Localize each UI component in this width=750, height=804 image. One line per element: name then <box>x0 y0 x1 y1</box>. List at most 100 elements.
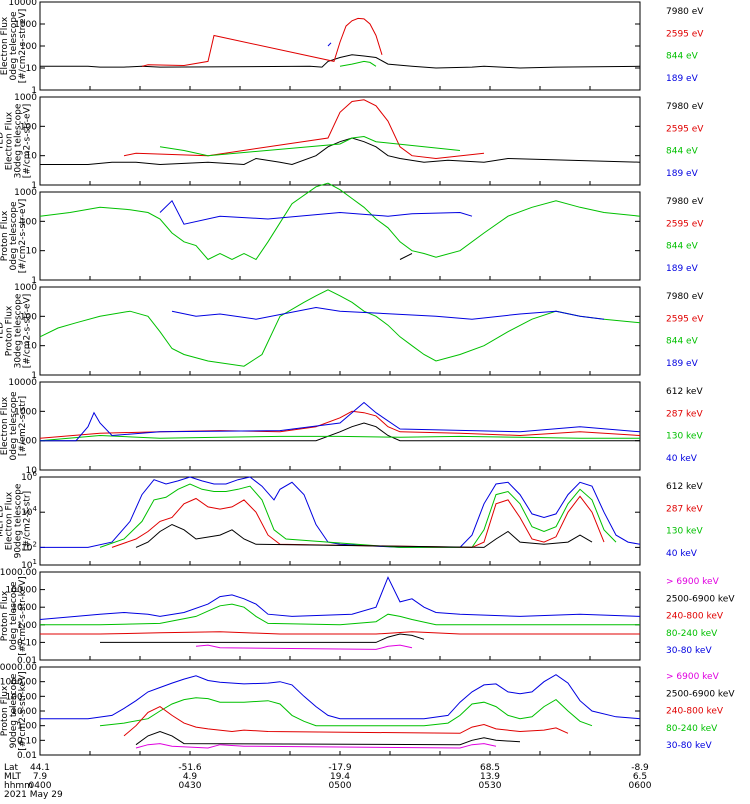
legend-entry: 612 keV <box>666 387 703 397</box>
series-line <box>339 60 377 67</box>
y-tick-label: 1000 <box>14 93 37 103</box>
series-line <box>40 603 640 626</box>
y-tick-label: 0.10 <box>17 736 37 746</box>
y-axis-label: Electron Flux <box>5 491 15 550</box>
series-line <box>135 730 521 746</box>
y-tick-label: 1000.00 <box>0 568 37 578</box>
y-tick-label: 10000 <box>8 0 37 8</box>
lat-tick-label: 44.1 <box>30 763 50 773</box>
legend-entry: > 6900 keV <box>666 577 720 587</box>
y-axis-label: Proton Flux <box>5 305 15 356</box>
series-line <box>40 422 640 442</box>
legend-entry: 2500-6900 keV <box>666 689 735 699</box>
series-line <box>171 306 605 320</box>
y-axis-label: 0deg telescope <box>9 201 19 271</box>
legend-entry: 240-800 keV <box>666 707 724 717</box>
y-tick-label: 1000 <box>14 407 37 417</box>
y-axis-label: Proton Flux <box>0 685 10 736</box>
y-tick-label: 10 <box>26 342 38 352</box>
legend-entry: 189 eV <box>666 169 699 179</box>
series-line <box>399 253 413 260</box>
legend-entry: 7980 eV <box>666 197 704 207</box>
legend-entry: 130 keV <box>666 432 703 442</box>
series-line <box>327 42 332 47</box>
y-tick-label: 100.00 <box>6 692 38 702</box>
hhmm-tick-label: 0430 <box>179 781 202 791</box>
legend-entry: 7980 eV <box>666 292 704 302</box>
y-tick-label: 1.00 <box>17 621 37 631</box>
mlt-tick-label: 7.9 <box>33 772 48 782</box>
legend-entry: 844 eV <box>666 52 699 62</box>
y-axis-label: Electron Flux <box>0 396 10 455</box>
y-tick-label: 0.01 <box>17 751 37 761</box>
legend-entry: 612 keV <box>666 482 703 492</box>
y-axis-label: [#/cm2-s-str-keV] <box>18 671 28 750</box>
y-axis-label: TED <box>0 322 6 341</box>
y-tick-label: 10.00 <box>11 603 37 613</box>
series-line <box>40 54 641 69</box>
y-axis-label: Proton Flux <box>0 210 10 261</box>
y-tick-label: 106 <box>21 470 37 483</box>
lat-tick-label: 68.5 <box>480 763 500 773</box>
y-tick-label: 100 <box>20 437 37 447</box>
legend-entry: 2595 eV <box>666 219 704 229</box>
lat-tick-label: -17.9 <box>328 763 352 773</box>
legend-entry: 80-240 keV <box>666 724 718 734</box>
panel-frame <box>39 666 641 756</box>
mlt-tick-label: 6.5 <box>633 772 647 782</box>
panel-frame <box>39 191 641 281</box>
y-tick-label: 100 <box>20 217 37 227</box>
legend-entry: 844 eV <box>666 337 699 347</box>
y-tick-label: 100.00 <box>6 586 38 596</box>
y-axis-label: [#/cm2-s-str-eV] <box>18 9 28 84</box>
y-axis-label: [#/cm2-s-str-eV] <box>18 199 28 274</box>
y-axis-label: 90deg telescope <box>9 673 19 748</box>
legend-entry: 40 keV <box>666 454 698 464</box>
series-line <box>159 135 461 157</box>
legend-entry: 189 eV <box>666 359 699 369</box>
date-label: 2021 May 29 <box>4 790 63 800</box>
legend-entry: 130 keV <box>666 527 703 537</box>
hhmm-label: hhmm <box>4 781 33 791</box>
legend-entry: 240-800 keV <box>666 612 724 622</box>
y-axis-label: Electron Flux <box>5 111 15 170</box>
y-tick-label: 1.00 <box>17 722 37 732</box>
y-axis-label: [#/cm2-s-str] <box>23 491 33 551</box>
series-line <box>40 631 640 635</box>
legend-entry: 287 keV <box>666 409 703 419</box>
lat-label: Lat <box>4 763 19 773</box>
series-line <box>39 576 641 620</box>
y-axis-label: [#/cm2-s-str-keV] <box>18 576 28 655</box>
y-tick-label: 1000.00 <box>0 678 37 688</box>
series-line <box>100 633 425 643</box>
legend-entry: 2500-6900 keV <box>666 594 735 604</box>
series-line <box>40 401 641 442</box>
lat-tick-label: -51.6 <box>178 763 202 773</box>
y-tick-label: 0.10 <box>17 638 37 648</box>
series-line <box>159 199 473 225</box>
series-line <box>39 289 641 367</box>
hhmm-tick-label: 0530 <box>479 781 502 791</box>
legend-entry: 30-80 keV <box>666 646 712 656</box>
y-axis-label: MEPED <box>0 505 6 537</box>
mlt-label: MLT <box>4 772 22 782</box>
series-line <box>135 743 497 749</box>
legend-entry: 844 eV <box>666 147 699 157</box>
mlt-tick-label: 19.4 <box>330 772 350 782</box>
y-axis-label: [#/cm2-s-str-eV] <box>23 294 33 369</box>
legend-entry: 30-80 keV <box>666 741 712 751</box>
y-tick-label: 1000 <box>14 188 37 198</box>
y-axis-label: 30deg telescope <box>14 103 24 178</box>
series-line <box>40 674 641 720</box>
series-line <box>40 137 641 166</box>
y-axis-label: 0deg telescope <box>9 391 19 461</box>
y-axis-label: 0deg telescope <box>9 581 19 651</box>
y-tick-label: 10 <box>26 152 38 162</box>
y-axis-label: [#/cm2-s-str-eV] <box>23 104 33 179</box>
legend-entry: 7980 eV <box>666 7 704 17</box>
legend-entry: > 6900 keV <box>666 672 720 682</box>
legend-entry: 844 eV <box>666 242 699 252</box>
y-axis-label: 90deg telescope <box>14 483 24 558</box>
panel-frame <box>39 571 641 661</box>
series-line <box>111 495 605 548</box>
